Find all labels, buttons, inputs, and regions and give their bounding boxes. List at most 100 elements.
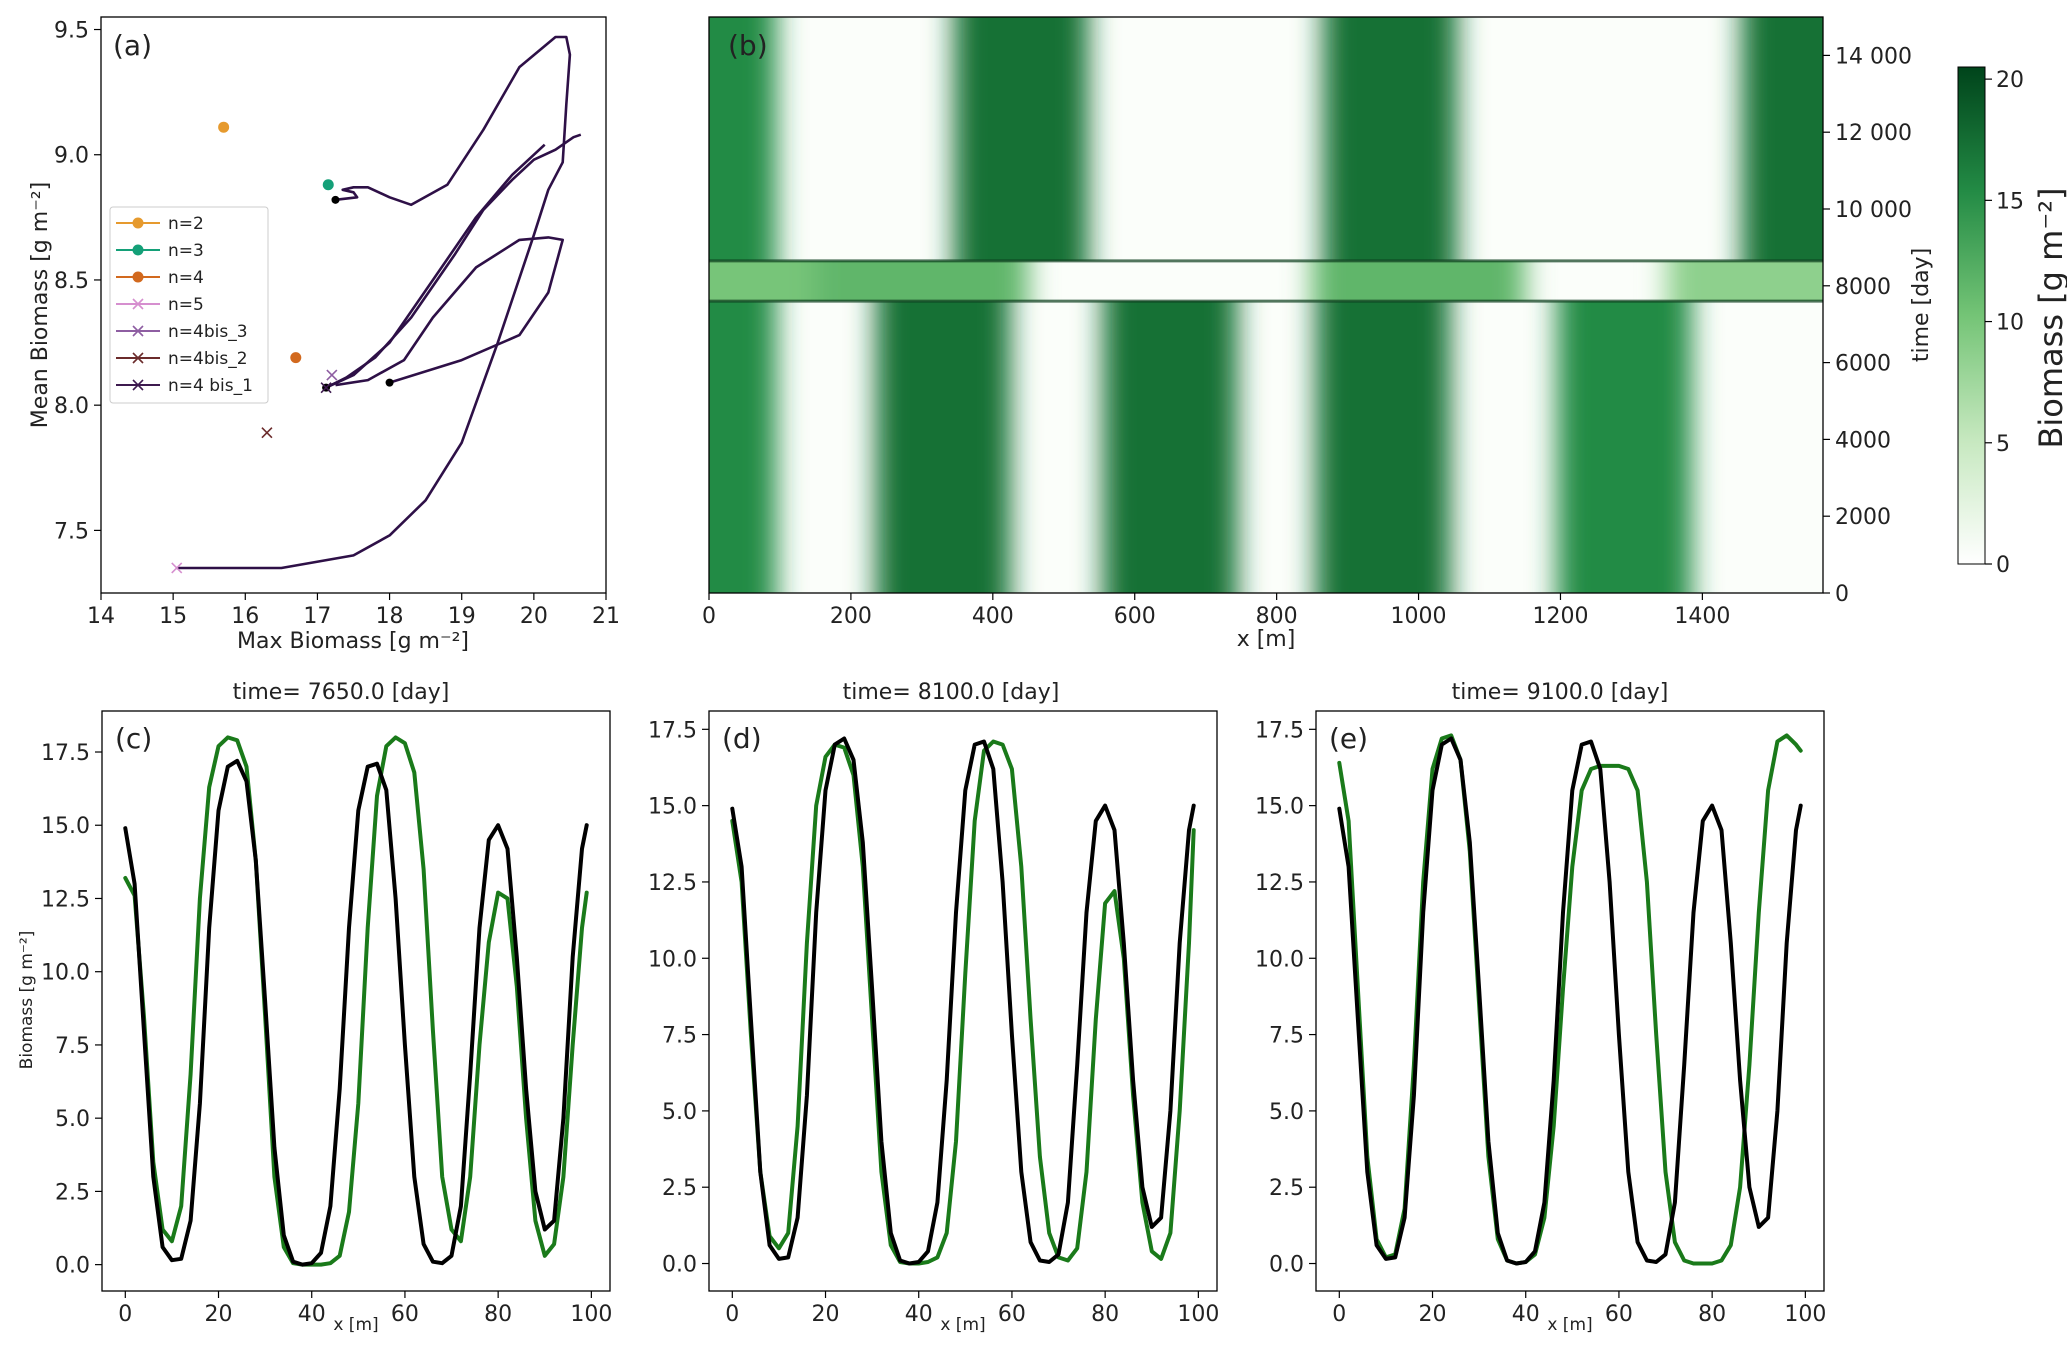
trajectory-line xyxy=(335,236,564,387)
y-tick-label: 12.5 xyxy=(1255,871,1304,896)
y-tick-label: 7.5 xyxy=(54,519,89,544)
x-tick-label: 20 xyxy=(520,604,548,629)
heatmap-band xyxy=(1102,301,1238,593)
panel-c-frame xyxy=(101,710,611,1292)
y-tick-label: 12.5 xyxy=(41,887,90,912)
legend-label: n=5 xyxy=(168,295,204,315)
panel-a-x-ticks: 14 15 16 17 18 19 20 21 xyxy=(87,593,620,629)
series-line xyxy=(730,736,1196,1266)
y-tick-label: 12.5 xyxy=(648,871,697,896)
y-tick-label: 10.0 xyxy=(1255,947,1304,972)
series-line xyxy=(123,735,589,1267)
x-tick-label: 14 xyxy=(87,604,115,629)
legend-marker xyxy=(132,271,144,283)
trajectory-endpoint xyxy=(331,195,340,204)
y-tick-label: 15.0 xyxy=(648,795,697,820)
heatmap-band xyxy=(1741,17,1823,261)
y-tick-label: 0.0 xyxy=(1269,1253,1304,1278)
x-tick-label: 17 xyxy=(303,604,331,629)
y-tick-label: 10.0 xyxy=(648,947,697,972)
legend-marker xyxy=(132,325,144,337)
panel-a-tag: (a) xyxy=(113,29,152,62)
panel-d-frame xyxy=(708,710,1218,1292)
panel-a-y-label: Mean Biomass [g m⁻²] xyxy=(28,182,53,428)
panel-e-x-ticks: 0 20 40 60 80 100 xyxy=(1332,1291,1826,1327)
legend-marker xyxy=(132,244,144,256)
x-tick-label: 16 xyxy=(231,604,259,629)
panel-b-tag: (b) xyxy=(728,29,768,62)
y-tick-label: 0.0 xyxy=(662,1253,697,1278)
point-n=4 bis_1 xyxy=(320,382,332,394)
y-tick-label: 2000 xyxy=(1835,505,1891,530)
y-tick-label: 17.5 xyxy=(648,718,697,743)
y-tick-label: 15.0 xyxy=(1255,795,1304,820)
panel-b-frame xyxy=(708,16,1824,594)
x-tick-label: 100 xyxy=(1784,1302,1826,1327)
x-tick-label: 100 xyxy=(1177,1302,1219,1327)
y-tick-label: 9.5 xyxy=(54,19,89,44)
legend-marker xyxy=(132,298,144,310)
legend-label: n=4 bis_1 xyxy=(168,376,253,396)
trajectory-line xyxy=(325,143,546,389)
colorbar xyxy=(1957,66,1986,565)
x-tick-label: 80 xyxy=(484,1302,512,1327)
trajectory-line xyxy=(176,35,572,570)
x-tick-label: 0 xyxy=(1332,1302,1346,1327)
y-tick-label: 15.0 xyxy=(41,814,90,839)
legend-marker xyxy=(132,379,144,391)
y-tick-label: 10.0 xyxy=(41,961,90,986)
x-tick-label: 60 xyxy=(998,1302,1026,1327)
point-n=4 xyxy=(290,352,302,364)
panel-d-y-ticks: 0.0 2.5 5.0 7.5 10.0 12.5 15.0 17.5 xyxy=(648,718,709,1278)
panel-c-y-ticks: 0.0 2.5 5.0 7.5 10.0 12.5 15.0 17.5 xyxy=(41,741,102,1279)
x-tick-label: 20 xyxy=(205,1302,233,1327)
panel-e-y-ticks: 0.0 2.5 5.0 7.5 10.0 12.5 15.0 17.5 xyxy=(1255,718,1316,1278)
x-tick-label: 1400 xyxy=(1674,604,1730,629)
panel-d-tag: (d) xyxy=(722,722,762,755)
y-tick-label: 0.0 xyxy=(55,1254,90,1279)
panel-a-trajectories xyxy=(176,35,582,570)
x-tick-label: 20 xyxy=(1419,1302,1447,1327)
y-tick-label: 4000 xyxy=(1835,428,1891,453)
y-tick-label: 12 000 xyxy=(1835,121,1912,146)
heatmap-band xyxy=(709,301,777,593)
y-tick-label: 5.0 xyxy=(55,1107,90,1132)
x-tick-label: 80 xyxy=(1091,1302,1119,1327)
y-tick-label: 7.5 xyxy=(55,1034,90,1059)
panel-c-lines xyxy=(123,735,589,1267)
heatmap-band xyxy=(875,301,1011,593)
y-tick-label: 10 000 xyxy=(1835,198,1912,223)
panel-a-points xyxy=(171,121,338,574)
panel-c-y-label: Biomass [g m⁻²] xyxy=(17,931,37,1070)
x-tick-label: 100 xyxy=(570,1302,612,1327)
panel-d-title: time= 8100.0 [day] xyxy=(843,680,1060,705)
y-tick-label: 17.5 xyxy=(41,741,90,766)
legend-label: n=3 xyxy=(168,241,204,261)
y-tick-label: 6000 xyxy=(1835,352,1891,377)
panel-b-y-ticks: 0 2000 4000 6000 8000 10 000 12 000 14 000 xyxy=(1823,44,1912,607)
colorbar-label: Biomass [g m⁻²] xyxy=(2032,187,2067,448)
panel-d-lines xyxy=(730,736,1196,1266)
series-line xyxy=(730,739,1196,1266)
panel-e-lines xyxy=(1337,733,1803,1266)
heatmap-transition xyxy=(1666,260,1823,302)
panel-a-y-ticks: 7.5 8.0 8.5 9.0 9.5 xyxy=(54,19,101,544)
x-tick-label: 600 xyxy=(1114,604,1156,629)
point-n=4bis_3 xyxy=(326,369,338,381)
x-tick-label: 60 xyxy=(1605,1302,1633,1327)
panel-e-title: time= 9100.0 [day] xyxy=(1452,680,1669,705)
legend-marker xyxy=(132,352,144,364)
panel-c-x-label: x [m] xyxy=(333,1315,378,1335)
x-tick-label: 18 xyxy=(376,604,404,629)
heatmap-transition xyxy=(709,260,816,302)
heatmap-transition-lines xyxy=(709,259,1823,303)
legend-marker xyxy=(132,217,144,229)
panel-c-x-ticks: 0 20 40 60 80 100 xyxy=(118,1291,612,1327)
trajectory-endpoint xyxy=(385,378,394,387)
panel-d-x-ticks: 0 20 40 60 80 100 xyxy=(725,1291,1219,1327)
legend-label: n=4bis_2 xyxy=(168,349,248,369)
panel-a-frame xyxy=(100,16,607,594)
panel-c-tag: (c) xyxy=(115,722,152,755)
x-tick-label: 0 xyxy=(725,1302,739,1327)
heatmap-band xyxy=(953,17,1089,261)
